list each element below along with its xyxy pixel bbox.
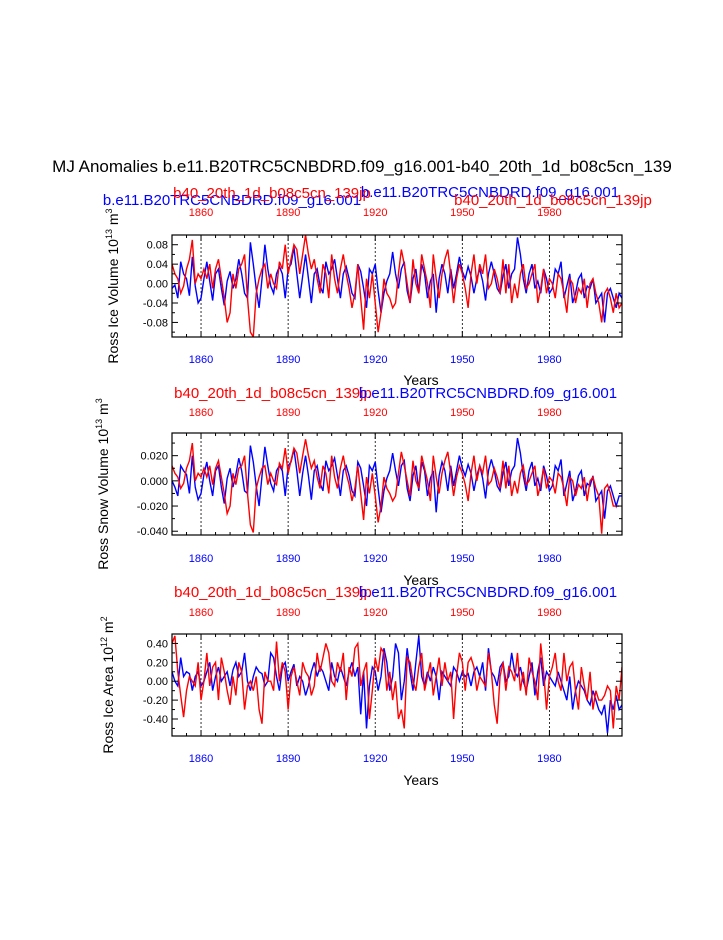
series-line-1 bbox=[172, 635, 622, 734]
y-axis-label-exponent: 13 bbox=[104, 229, 114, 239]
y-axis-label-exponent: 12 bbox=[99, 637, 109, 647]
x-tick-label-bottom: 1890 bbox=[276, 753, 300, 765]
y-tick-label: 0.00 bbox=[147, 676, 168, 688]
y-tick-label: -0.020 bbox=[137, 501, 168, 513]
series-label-right-overlay: b40_20th_1d_b08c5cn_139jp bbox=[454, 192, 652, 209]
x-tick-label-top: 1860 bbox=[189, 407, 213, 419]
y-axis-label-unit-exponent: 3 bbox=[94, 398, 104, 403]
x-axis-label: Years bbox=[403, 372, 438, 388]
y-tick-label: 0.40 bbox=[147, 638, 168, 650]
x-tick-label-bottom: 1980 bbox=[537, 553, 561, 565]
x-tick-label-top: 1890 bbox=[276, 407, 300, 419]
x-tick-label-bottom: 1980 bbox=[537, 753, 561, 765]
plot-frame bbox=[171, 633, 623, 737]
x-tick-label-bottom: 1920 bbox=[363, 354, 387, 366]
x-tick-label-top: 1890 bbox=[276, 607, 300, 619]
y-axis-label: Ross Ice Volume 1013 m3 bbox=[104, 208, 121, 363]
y-axis-label-unit: m bbox=[100, 621, 116, 637]
y-tick-label: -0.04 bbox=[143, 298, 168, 310]
y-tick-label: -0.040 bbox=[137, 526, 168, 538]
series-label-left: b40_20th_1d_b08c5cn_139jp bbox=[174, 385, 372, 402]
x-tick-label-bottom: 1920 bbox=[363, 553, 387, 565]
y-axis-label-unit-exponent: 2 bbox=[99, 616, 109, 621]
y-tick-label: 0.20 bbox=[147, 657, 168, 669]
y-tick-label: -0.40 bbox=[143, 714, 168, 726]
x-tick-label-top: 1950 bbox=[450, 607, 474, 619]
x-tick-label-bottom: 1890 bbox=[276, 553, 300, 565]
x-tick-label-bottom: 1950 bbox=[450, 553, 474, 565]
x-tick-label-bottom: 1920 bbox=[363, 753, 387, 765]
x-tick-label-top: 1980 bbox=[537, 607, 561, 619]
x-tick-label-bottom: 1890 bbox=[276, 354, 300, 366]
x-tick-label-top: 1980 bbox=[537, 407, 561, 419]
x-tick-label-top: 1920 bbox=[363, 607, 387, 619]
chart-title: MJ Anomalies b.e11.B20TRC5CNBDRD.f09_g16… bbox=[52, 157, 672, 176]
x-tick-label-top: 1950 bbox=[450, 407, 474, 419]
series-label-right: b.e11.B20TRC5CNBDRD.f09_g16.001 bbox=[359, 385, 617, 402]
plot-frame bbox=[171, 234, 623, 338]
y-axis-label-text: Ross Ice Area 10 bbox=[100, 647, 116, 754]
y-tick-label: 0.020 bbox=[140, 451, 168, 463]
x-axis-label: Years bbox=[403, 772, 438, 788]
x-tick-label-top: 1860 bbox=[189, 207, 213, 219]
y-tick-label: 0.00 bbox=[147, 279, 168, 291]
y-axis-label-unit-exponent: 3 bbox=[104, 208, 114, 213]
y-tick-label: 0.000 bbox=[140, 476, 168, 488]
series-label-left: b.e11.B20TRC5CNBDRD.f09_g16.001 bbox=[103, 192, 361, 209]
x-tick-label-bottom: 1950 bbox=[450, 753, 474, 765]
y-axis-label: Ross Ice Area 1012 m2 bbox=[99, 616, 116, 753]
series-line-2 bbox=[172, 635, 622, 729]
y-axis-label-unit: m bbox=[95, 403, 111, 419]
series-label-right: b.e11.B20TRC5CNBDRD.f09_g16.001 bbox=[359, 584, 617, 601]
series-line-1 bbox=[172, 437, 622, 519]
y-tick-label: -0.20 bbox=[143, 695, 168, 707]
y-tick-label: 0.04 bbox=[147, 259, 168, 271]
x-tick-label-top: 1890 bbox=[276, 207, 300, 219]
series-label-left-overlay: b40_20th_1d_b08c5cn_139jp bbox=[173, 185, 371, 202]
y-axis-label: Ross Snow Volume 1013 m3 bbox=[94, 398, 111, 569]
x-tick-label-top: 1920 bbox=[363, 407, 387, 419]
series-label-left: b40_20th_1d_b08c5cn_139jp bbox=[174, 584, 372, 601]
x-tick-label-bottom: 1860 bbox=[189, 753, 213, 765]
x-tick-label-top: 1860 bbox=[189, 607, 213, 619]
x-axis-label: Years bbox=[403, 572, 438, 588]
y-axis-label-text: Ross Ice Volume 10 bbox=[105, 239, 121, 364]
y-axis-label-exponent: 13 bbox=[94, 419, 104, 429]
y-tick-label: 0.08 bbox=[147, 240, 168, 252]
series-line-1 bbox=[172, 237, 622, 323]
series-line-2 bbox=[172, 439, 620, 534]
x-tick-label-bottom: 1980 bbox=[537, 354, 561, 366]
y-axis-label-unit: m bbox=[105, 213, 121, 229]
x-tick-label-bottom: 1950 bbox=[450, 354, 474, 366]
x-tick-label-bottom: 1860 bbox=[189, 354, 213, 366]
y-axis-label-text: Ross Snow Volume 10 bbox=[95, 429, 111, 570]
series-label-right: b.e11.B20TRC5CNBDRD.f09_g16.001 bbox=[361, 184, 619, 201]
series-line-2 bbox=[172, 235, 622, 337]
x-tick-label-bottom: 1860 bbox=[189, 553, 213, 565]
plot-frame bbox=[171, 432, 623, 536]
x-tick-label-top: 1920 bbox=[363, 207, 387, 219]
y-tick-label: -0.08 bbox=[143, 317, 168, 329]
chart-panels: 1860 1890 1920 1950 1980 1860 1890 1920 1950 1980… bbox=[94, 184, 652, 788]
x-tick-label-top: 1950 bbox=[450, 207, 474, 219]
x-tick-label-top: 1980 bbox=[537, 207, 561, 219]
